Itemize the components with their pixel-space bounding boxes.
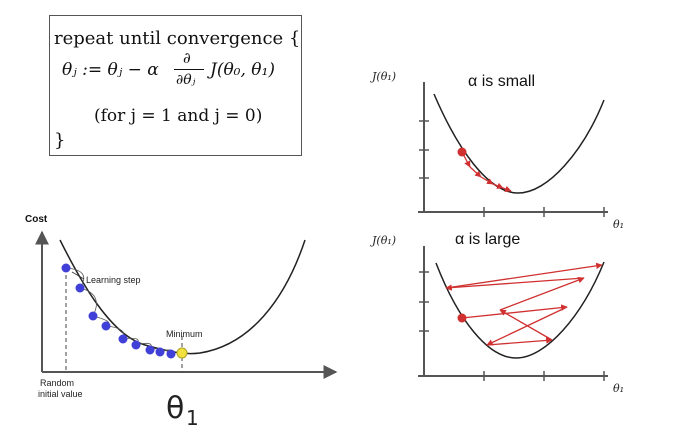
gradient-step-point [131,340,141,350]
large-alpha-plot: J(θ₁) α is large θ₁ [370,231,624,395]
formula-cost-function: J(θ₀, θ₁) [210,60,275,80]
large-step-arrow [499,309,553,341]
large-step-arrow [486,337,553,346]
learning-step-pointer [71,271,85,280]
small-plot-curve [433,93,605,194]
small-start-point [457,147,467,157]
large-plot-curve [435,261,605,359]
formula-frac-denominator: ∂θⱼ [176,72,196,88]
small-plot-y-label: J(θ₁) [370,70,396,83]
large-plot-y-label: J(θ₁) [370,234,396,247]
gradient-step-point [166,349,176,359]
formula-closing-brace: } [54,130,66,151]
small-step-arrow [492,182,504,189]
formula-condition: (for j = 1 and j = 0) [94,106,263,126]
formula-box: repeat until convergence { θⱼ := θⱼ − α … [49,15,302,156]
small-step-arrow [480,176,494,185]
large-plot-x-label: θ₁ [613,382,624,395]
gradient-step-point [75,283,85,293]
small-plot-x-label: θ₁ [613,218,624,231]
small-plot-title: α is small [468,73,535,90]
cost-plot: Cost Learning step Minimum Random initia… [25,214,338,430]
formula-line-repeat: repeat until convergence { [54,28,301,49]
large-step-arrow [445,262,603,289]
small-alpha-plot: J(θ₁) α is small θ₁ [370,70,624,231]
gradient-step-point [61,263,71,273]
random-label-line1: Random [40,378,74,388]
gradient-step-point [118,334,128,344]
minimum-label: Minimum [166,329,203,339]
large-plot-title: α is large [455,231,520,248]
gradient-step-point [101,321,111,331]
large-step-arrow [461,304,568,319]
random-label-line2: initial value [38,389,83,399]
formula-frac-numerator: ∂ [183,49,191,67]
gradient-step-point [145,345,155,355]
small-step-arrow [502,185,512,192]
cost-axis-label: Cost [25,214,48,225]
large-start-point [457,313,467,323]
formula-fraction-bar [174,69,204,70]
learning-step-label: Learning step [86,275,141,285]
small-step-arrow [469,166,482,178]
minimum-point [176,347,188,359]
large-step-arrow [445,277,585,291]
theta-axis-subscript: 1 [186,406,199,430]
large-step-arrow [499,277,585,311]
theta-axis-symbol: θ [166,391,184,426]
formula-update-lhs: θⱼ := θⱼ − α [62,60,159,80]
gradient-step-point [88,311,98,321]
gradient-step-point [155,347,165,357]
